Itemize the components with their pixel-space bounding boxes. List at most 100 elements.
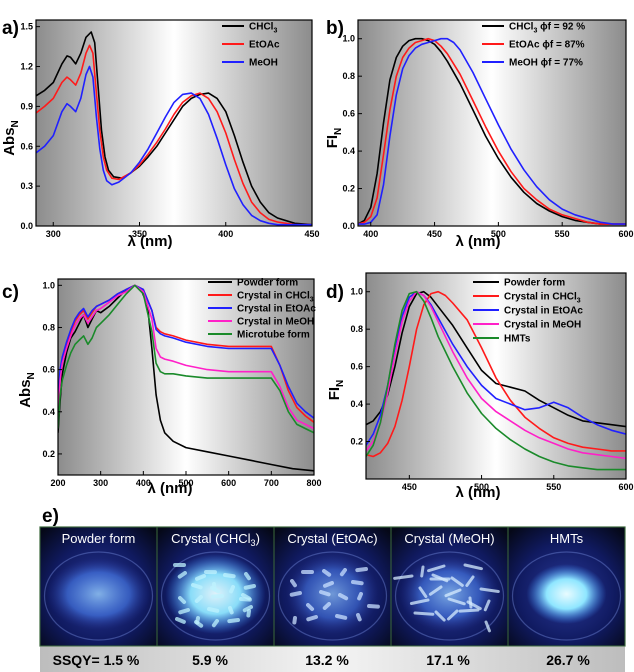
series-group	[366, 290, 626, 471]
panel-e: e)Powder form SSQY= 1.5 % Crystal (CHCl3) 5…	[39, 506, 626, 672]
x-tick-label: 700	[264, 478, 279, 488]
series-line-crystal-in-meoh	[366, 290, 626, 460]
plot-frame	[35, 19, 313, 227]
legend-entry: Powder form	[504, 278, 565, 289]
series-line-crystal-in-etoac	[58, 284, 314, 419]
petri-dish	[43, 551, 154, 641]
panel-letter: e)	[42, 506, 59, 527]
series-line-microtube-form	[58, 284, 314, 434]
series-group	[358, 37, 626, 225]
y-tick-label: 0.2	[342, 184, 355, 194]
y-axis-title-sub: N	[335, 380, 346, 387]
x-tick-label: 400	[136, 478, 151, 488]
y-tick-label: 0.6	[42, 365, 55, 375]
legend-entry: CHCl3 ϕf = 92 %	[509, 22, 585, 35]
crystal-shards	[289, 567, 380, 625]
y-tick-label: 0.8	[350, 324, 363, 334]
chart-panel-c: 200 300 400 500 600 700 800 0.2 0.4 0.6 0.8 1.0 λ (n…	[2, 278, 322, 498]
photo-label: HMTs	[550, 531, 584, 546]
y-axis-title-main: Abs	[17, 379, 34, 407]
ssqy-value: 17.1 %	[426, 652, 470, 668]
y-tick-label: 0.0	[342, 221, 355, 231]
series-line-etoac	[358, 37, 626, 225]
legend-entry: Powder form	[237, 278, 298, 289]
y-tick-label: 0.0	[20, 221, 33, 231]
x-tick-label: 400	[218, 229, 233, 239]
plot-area	[58, 279, 314, 475]
y-tick-label: 1.2	[20, 62, 33, 72]
legend-entry: MeOH	[249, 58, 278, 69]
x-tick-label: 500	[178, 478, 193, 488]
legend-entry: CHCl3	[249, 22, 277, 35]
series-line-meoh	[36, 65, 312, 226]
y-axis-title-sub: N	[333, 128, 344, 135]
panel-letter: b)	[326, 18, 344, 39]
x-tick-label: 500	[491, 229, 506, 239]
legend-entry: Crystal in EtOAc	[504, 306, 583, 317]
photo-tile: Crystal (EtOAc)	[273, 526, 392, 647]
y-tick-label: 0.6	[20, 141, 33, 151]
photo-label: Powder form	[62, 531, 136, 546]
x-tick-label: 400	[363, 229, 378, 239]
y-axis-title-main: FI	[326, 387, 343, 400]
series-line-chcl	[36, 31, 312, 226]
y-tick-label: 0.4	[350, 399, 363, 409]
legend-entry: EtOAc ϕf = 87%	[509, 40, 585, 51]
legend: CHCl3 EtOAc MeOH	[222, 22, 280, 69]
y-axis-title: FIN	[324, 128, 344, 149]
x-tick-label: 600	[618, 482, 633, 492]
panel-letter: a)	[2, 18, 19, 39]
y-axis-title: AbsN	[17, 372, 37, 408]
plot-area	[358, 20, 626, 226]
crystal-shards	[393, 563, 500, 633]
petri-dish	[160, 551, 271, 641]
chart-panel-a: 300 350 400 450 0.0 0.3 0.6 0.9 1.2 1.5 λ (nm) AbsN…	[1, 18, 320, 250]
x-tick-label: 300	[93, 478, 108, 488]
legend-entry: Crystal in MeOH	[237, 317, 314, 328]
y-tick-label: 0.8	[342, 71, 355, 81]
x-tick-label: 800	[306, 478, 321, 488]
x-tick-label: 500	[474, 482, 489, 492]
x-axis-title: λ (nm)	[456, 233, 501, 250]
panel-letter: d)	[326, 282, 344, 303]
photo-tile: HMTs	[507, 526, 626, 647]
series-line-meoh	[358, 37, 626, 225]
y-tick-label: 0.2	[42, 449, 55, 459]
plot-area	[36, 20, 312, 226]
y-axis-title: AbsN	[1, 120, 21, 156]
photo-label: Crystal (EtOAc)	[287, 531, 377, 546]
ssqy-value: 5.9 %	[192, 652, 228, 668]
y-tick-label: 0.3	[20, 181, 33, 191]
series-line-chcl	[358, 37, 626, 225]
x-axis-title: λ (nm)	[148, 480, 193, 497]
plot-frame	[365, 272, 627, 480]
y-tick-label: 0.4	[342, 146, 355, 156]
y-axis-title-sub: N	[26, 372, 37, 379]
petri-dish	[511, 551, 622, 641]
x-tick-label: 550	[555, 229, 570, 239]
chart-panel-b: 400 450 500 550 600 0.0 0.2 0.4 0.6 0.8 1.0 λ (nm) F…	[324, 18, 634, 250]
ssqy-bar	[40, 646, 625, 672]
photo-tile: Crystal (MeOH)	[390, 526, 509, 647]
series-group	[58, 284, 314, 472]
photo-tile: Powder form	[39, 526, 158, 647]
x-tick-label: 550	[546, 482, 561, 492]
fluorescent-sample	[165, 554, 266, 634]
y-axis-title-sub: N	[10, 120, 21, 127]
x-axis-title: λ (nm)	[128, 233, 173, 250]
x-tick-label: 450	[402, 482, 417, 492]
x-tick-label: 600	[618, 229, 633, 239]
y-axis-title: FIN	[326, 380, 346, 401]
y-tick-label: 0.9	[20, 101, 33, 111]
ssqy-value: SSQY= 1.5 %	[53, 652, 140, 668]
legend-entry: HMTs	[504, 334, 531, 345]
x-tick-label: 600	[221, 478, 236, 488]
crystal-shards	[173, 563, 256, 628]
y-tick-label: 1.0	[350, 287, 363, 297]
plot-frame	[357, 19, 627, 227]
y-tick-label: 1.5	[20, 22, 33, 32]
